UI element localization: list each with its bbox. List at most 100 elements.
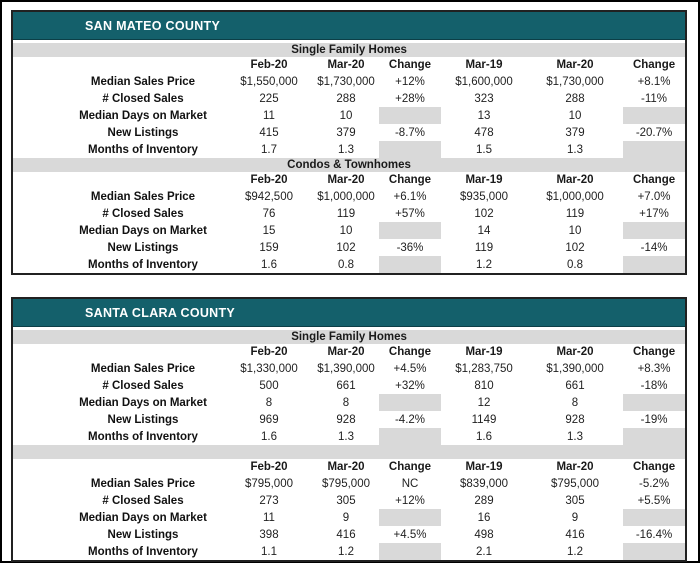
table-row: Median Sales Price $942,500 $1,000,000 +6.1… — [13, 188, 685, 205]
table-row: Median Days on Market 8 8 12 8 — [13, 394, 686, 411]
value-cell: 1.7 — [261, 143, 277, 156]
value-cell: 8 — [265, 396, 273, 409]
table-row: # Closed Sales 500 661 +32% 810 661 -18% — [13, 377, 685, 394]
row-label: New Listings — [107, 126, 179, 139]
value-cell: 305 — [336, 494, 356, 507]
value-cell: $1,000,000 — [317, 190, 375, 203]
change-cell: +17% — [639, 207, 669, 220]
value-cell: 8 — [342, 396, 350, 409]
value-cell: $1,600,000 — [455, 75, 513, 88]
table-row: Months of Inventory 1.1 1.2 2.1 1.2 — [13, 543, 686, 560]
change-cell: -20.7% — [635, 126, 673, 139]
value-cell: 14 — [477, 224, 491, 237]
table-row: Months of Inventory 1.6 0.8 1.2 0.8 — [13, 256, 686, 273]
column-header-row: Feb-20 Mar-20 Change Mar-19 Mar-20 Change — [13, 459, 685, 475]
value-cell: 1.2 — [476, 258, 492, 271]
value-cell: 11 — [263, 511, 275, 524]
column-header: Feb-20 — [250, 461, 288, 473]
section-band-label: Single Family Homes — [13, 330, 686, 344]
blank-change-cell — [623, 394, 686, 411]
market-data-grid: Single Family Homes Feb-20 Mar-20 Change Mar… — [13, 43, 686, 273]
value-cell: 969 — [259, 413, 279, 426]
change-cell: -4.2% — [394, 413, 426, 426]
value-cell: $1,730,000 — [546, 75, 604, 88]
county-table: SANTA CLARA COUNTY Single Family Homes Fe… — [11, 297, 687, 562]
value-cell: 1.2 — [338, 545, 354, 558]
blank-change-cell — [623, 256, 686, 273]
value-cell: $1,550,000 — [240, 75, 298, 88]
section-band-label — [13, 445, 686, 459]
value-cell: 416 — [336, 528, 356, 541]
column-header: Mar-20 — [327, 59, 365, 71]
value-cell: 1.2 — [567, 545, 583, 558]
value-cell: $1,730,000 — [317, 75, 375, 88]
column-header: Mar-20 — [556, 346, 594, 358]
column-header-row: Feb-20 Mar-20 Change Mar-19 Mar-20 Change — [13, 57, 685, 73]
column-header: Mar-20 — [556, 461, 594, 473]
value-cell: 10 — [568, 109, 582, 122]
change-cell: +7.0% — [637, 190, 671, 203]
value-cell: 0.8 — [567, 258, 583, 271]
value-cell: 159 — [259, 241, 279, 254]
column-header: Change — [388, 346, 432, 358]
row-label: Months of Inventory — [88, 545, 198, 558]
change-cell: +32% — [395, 379, 425, 392]
value-cell: 288 — [565, 92, 585, 105]
row-label: New Listings — [107, 413, 179, 426]
value-cell: $1,330,000 — [240, 362, 298, 375]
market-data-grid: Single Family Homes Feb-20 Mar-20 Change Mar… — [13, 330, 686, 560]
value-cell: 1.6 — [261, 258, 277, 271]
change-cell: +12% — [395, 75, 425, 88]
table-row: New Listings 969 928 -4.2% 1149 928 -19% — [13, 411, 685, 428]
value-cell: 416 — [565, 528, 585, 541]
value-cell: 11 — [263, 109, 275, 122]
change-cell: +5.5% — [637, 494, 671, 507]
blank-change-cell — [623, 428, 686, 445]
blank-change-cell — [379, 141, 441, 158]
blank-change-cell — [379, 256, 441, 273]
value-cell: 13 — [477, 109, 491, 122]
value-cell: 928 — [336, 413, 356, 426]
change-cell: -11% — [641, 92, 668, 105]
table-row: Median Sales Price $1,330,000 $1,390,000 +4… — [13, 360, 685, 377]
change-cell: +8.1% — [637, 75, 671, 88]
change-cell: -14% — [640, 241, 668, 254]
value-cell: 102 — [336, 241, 356, 254]
row-label: New Listings — [107, 528, 179, 541]
table-row: # Closed Sales 76 119 +57% 102 119 +17% — [13, 205, 685, 222]
value-cell: 76 — [262, 207, 276, 220]
row-label: # Closed Sales — [102, 494, 184, 507]
row-label: Median Sales Price — [90, 190, 196, 203]
column-header: Change — [632, 346, 676, 358]
value-cell: 500 — [259, 379, 279, 392]
table-row: New Listings 159 102 -36% 119 102 -14% — [13, 239, 685, 256]
change-cell: +4.5% — [393, 362, 427, 375]
blank-change-cell — [379, 394, 441, 411]
column-header: Mar-19 — [465, 461, 503, 473]
blank-change-cell — [623, 222, 686, 239]
value-cell: 10 — [339, 109, 353, 122]
corner-cell — [13, 57, 225, 73]
value-cell: $1,283,750 — [455, 362, 513, 375]
column-header: Change — [388, 461, 432, 473]
corner-cell — [13, 344, 225, 360]
value-cell: 1.6 — [476, 430, 492, 443]
column-header: Change — [632, 461, 676, 473]
row-label: Median Days on Market — [79, 109, 207, 122]
value-cell: 1.6 — [261, 430, 277, 443]
value-cell: 273 — [259, 494, 279, 507]
value-cell: 498 — [474, 528, 494, 541]
blank-change-cell — [623, 141, 686, 158]
value-cell: 415 — [259, 126, 279, 139]
value-cell: $935,000 — [460, 190, 508, 203]
row-label: Median Days on Market — [79, 511, 207, 524]
section-band-label: Single Family Homes — [13, 43, 686, 57]
county-header: SANTA CLARA COUNTY — [13, 299, 685, 327]
value-cell: 8 — [571, 396, 579, 409]
value-cell: $795,000 — [245, 477, 293, 490]
row-label: New Listings — [107, 241, 179, 254]
value-cell: 398 — [259, 528, 279, 541]
value-cell: 225 — [259, 92, 279, 105]
value-cell: 9 — [571, 511, 579, 524]
column-header: Mar-20 — [556, 174, 594, 186]
